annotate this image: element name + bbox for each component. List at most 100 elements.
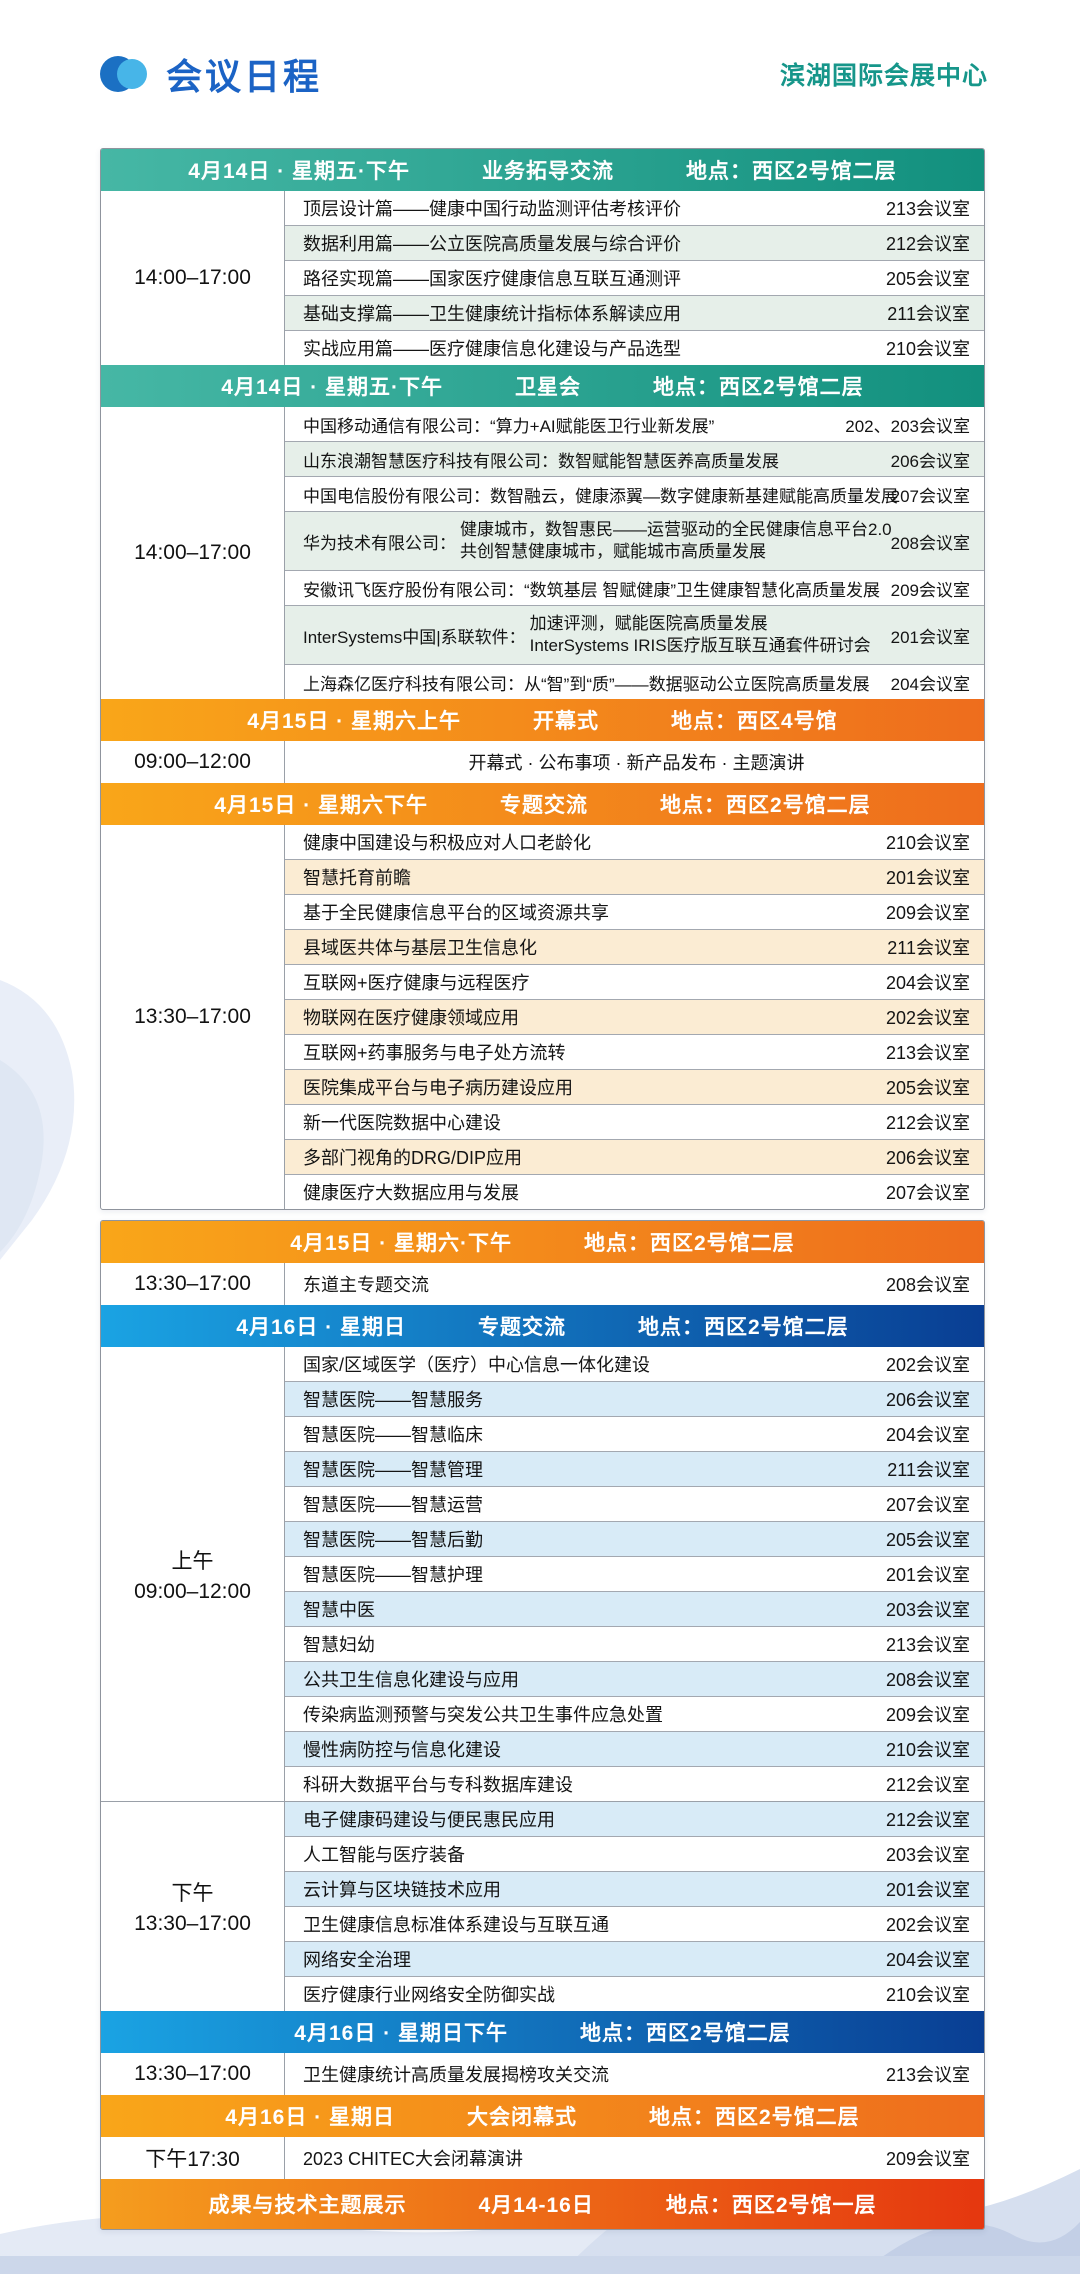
room-number: 213会议室 <box>885 1043 970 1063</box>
session-row: 互联网+药事服务与电子处方流转 213会议室 <box>285 1034 984 1069</box>
session-title: 基于全民健康信息平台的区域资源共享 <box>303 903 609 923</box>
room-number: 205会议室 <box>885 1530 970 1550</box>
session-title: 智慧医院——智慧后勤 <box>303 1530 483 1550</box>
time-slot: 09:00–12:00 <box>101 741 285 783</box>
session-row: 物联网在医疗健康领域应用 202会议室 <box>285 999 984 1034</box>
session-title: 互联网+医疗健康与远程医疗 <box>303 973 530 993</box>
session-row: 网络安全治理 204会议室 <box>285 1941 984 1976</box>
page-title: 会议日程 <box>166 56 323 97</box>
section-header: 4月16日 · 星期日 大会闭幕式 地点：西区2号馆二层 <box>101 2095 984 2137</box>
session-title: 国家/区域医学（医疗）中心信息一体化建设 <box>303 1355 650 1375</box>
time-slot: 下午17:30 <box>101 2137 285 2179</box>
session-title: 网络安全治理 <box>303 1950 411 1970</box>
room-number: 211会议室 <box>887 938 970 958</box>
session-group: 上午 09:00–12:00 国家/区域医学（医疗）中心信息一体化建设 202会议室智… <box>101 1347 984 1801</box>
session-title: 科研大数据平台与专科数据库建设 <box>303 1775 573 1795</box>
session-row: 新一代医院数据中心建设 212会议室 <box>285 1104 984 1139</box>
session-row: 数据利用篇——公立医院高质量发展与综合评价 212会议室 <box>285 225 984 260</box>
banner-location: 地点：西区2号馆一层 <box>665 2194 877 2217</box>
room-number: 206会议室 <box>885 1390 970 1410</box>
description-line: 健康城市，数智惠民——运营驱动的全民健康信息平台2.0 <box>460 519 892 539</box>
section-header: 4月16日 · 星期日 专题交流 地点：西区2号馆二层 <box>101 1305 984 1347</box>
section-location: 地点：西区2号馆二层 <box>686 160 897 183</box>
session-title: 卫生健康信息标准体系建设与互联互通 <box>303 1915 609 1935</box>
title-wrap: 会议日程 <box>100 48 322 100</box>
time-label: 13:30–17:00 <box>134 1912 251 1935</box>
room-number: 210会议室 <box>885 833 970 853</box>
session-row: 多部门视角的DRG/DIP应用 206会议室 <box>285 1139 984 1174</box>
session-row: 互联网+医疗健康与远程医疗 204会议室 <box>285 964 984 999</box>
session-row: 智慧医院——智慧管理 211会议室 <box>285 1451 984 1486</box>
session-title: 基础支撑篇——卫生健康统计指标体系解读应用 <box>303 304 681 324</box>
page-header: 会议日程 滨湖国际会展中心 <box>100 52 988 97</box>
session-title: 开幕式 · 公布事项 · 新产品发布 · 主题演讲 <box>468 753 805 773</box>
session-row: 安徽讯飞医疗股份有限公司：“数筑基层 智赋健康”卫生健康智慧化高质量发展 209会… <box>285 570 984 605</box>
time-label: 09:00–12:00 <box>134 1579 251 1603</box>
section-topic: 业务拓导交流 <box>482 160 614 183</box>
session-title: 实战应用篇——医疗健康信息化建设与产品选型 <box>303 339 681 359</box>
section-location: 地点：西区2号馆二层 <box>660 794 871 817</box>
overlapping-circles-icon <box>100 55 150 93</box>
room-number: 212会议室 <box>885 1113 970 1133</box>
session-title: 慢性病防控与信息化建设 <box>303 1740 501 1760</box>
session-title: 智慧医院——智慧服务 <box>303 1390 483 1410</box>
session-title: 中国移动通信有限公司：“算力+AI赋能医卫行业新发展” <box>303 416 715 436</box>
session-row: 开幕式 · 公布事项 · 新产品发布 · 主题演讲 <box>285 741 984 783</box>
session-row: 健康医疗大数据应用与发展 207会议室 <box>285 1174 984 1209</box>
room-number: 208会议室 <box>885 1670 970 1690</box>
session-row: 慢性病防控与信息化建设 210会议室 <box>285 1731 984 1766</box>
banner-topic: 成果与技术主题展示 <box>208 2194 407 2217</box>
section-header: 4月15日 · 星期六上午 开幕式 地点：西区4号馆 <box>101 699 984 741</box>
session-title: 公共卫生信息化建设与应用 <box>303 1670 519 1690</box>
session-row: 医疗健康行业网络安全防御实战 210会议室 <box>285 1976 984 2011</box>
time-slot: 上午 09:00–12:00 <box>101 1347 285 1801</box>
session-rows: 中国移动通信有限公司：“算力+AI赋能医卫行业新发展” 202、203会议室 山东浪… <box>285 407 984 699</box>
time-slot: 14:00–17:00 <box>101 191 285 365</box>
room-number: 202、203会议室 <box>845 416 970 436</box>
time-label: 下午17:30 <box>145 2148 240 2171</box>
session-title: 传染病监测预警与突发公共卫生事件应急处置 <box>303 1705 663 1725</box>
session-row: 基于全民健康信息平台的区域资源共享 209会议室 <box>285 894 984 929</box>
schedule-block: 4月14日 · 星期五·下午 业务拓导交流 地点：西区2号馆二层 14:00–17:0… <box>100 148 985 1210</box>
description-line: 加速评测，赋能医院高质量发展 <box>529 613 768 633</box>
time-label: 13:30–17:00 <box>134 2062 251 2085</box>
session-title: 数据利用篇——公立医院高质量发展与综合评价 <box>303 234 681 254</box>
section-topic: 开幕式 <box>533 710 599 733</box>
room-number: 203会议室 <box>885 1600 970 1620</box>
session-rows: 开幕式 · 公布事项 · 新产品发布 · 主题演讲 <box>285 741 984 783</box>
section-topic: 专题交流 <box>478 1316 566 1339</box>
section-header: 4月16日 · 星期日下午 地点：西区2号馆二层 <box>101 2011 984 2053</box>
session-row: 卫生健康统计高质量发展揭榜攻关交流 213会议室 <box>285 2053 984 2095</box>
time-slot: 13:30–17:00 <box>101 1263 285 1305</box>
room-number: 210会议室 <box>885 1985 970 2005</box>
session-row: 县域医共体与基层卫生信息化 211会议室 <box>285 929 984 964</box>
session-row: 实战应用篇——医疗健康信息化建设与产品选型 210会议室 <box>285 330 984 365</box>
section-date: 4月15日 · 星期六下午 <box>214 794 428 817</box>
session-row: InterSystems中国|系联软件： 加速评测，赋能医院高质量发展 InterS… <box>285 605 984 664</box>
time-slot: 下午 13:30–17:00 <box>101 1802 285 2011</box>
time-label: 上午 <box>171 1549 214 1573</box>
session-row: 健康中国建设与积极应对人口老龄化 210会议室 <box>285 825 984 859</box>
session-title: 上海森亿医疗科技有限公司：从“智”到“质”——数据驱动公立医院高质量发展 <box>303 674 870 694</box>
room-number: 212会议室 <box>885 1775 970 1795</box>
session-title: 健康中国建设与积极应对人口老龄化 <box>303 833 591 853</box>
session-rows: 卫生健康统计高质量发展揭榜攻关交流 213会议室 <box>285 2053 984 2095</box>
session-title: 中国电信股份有限公司：数智融云，健康添翼—数字健康新基建赋能高质量发展 <box>303 486 898 506</box>
room-number: 202会议室 <box>885 1355 970 1375</box>
session-title: 智慧医院——智慧护理 <box>303 1565 483 1585</box>
session-title: 智慧医院——智慧临床 <box>303 1425 483 1445</box>
room-number: 205会议室 <box>885 269 970 289</box>
session-title: 智慧医院——智慧运营 <box>303 1495 483 1515</box>
session-title: 医疗健康行业网络安全防御实战 <box>303 1985 555 2005</box>
time-slot: 14:00–17:00 <box>101 407 285 699</box>
section-location: 地点：西区2号馆二层 <box>580 2022 791 2045</box>
session-description: 加速评测，赋能医院高质量发展 InterSystems IRIS医疗版互联互通套件… <box>530 613 871 657</box>
schedule-block: 4月15日 · 星期六·下午 地点：西区2号馆二层 13:30–17:00 东道主专题… <box>100 1220 985 2230</box>
session-title: 智慧中医 <box>303 1600 375 1620</box>
session-row: 智慧中医 203会议室 <box>285 1591 984 1626</box>
description-line: 共创智慧健康城市，赋能城市高质量发展 <box>460 542 766 561</box>
description-line: InterSystems IRIS医疗版互联互通套件研讨会 <box>529 636 871 655</box>
room-number: 210会议室 <box>885 1740 970 1760</box>
session-row: 华为技术有限公司： 健康城市，数智惠民——运营驱动的全民健康信息平台2.0 共创智慧… <box>285 511 984 570</box>
session-title: 顶层设计篇——健康中国行动监测评估考核评价 <box>303 199 681 219</box>
